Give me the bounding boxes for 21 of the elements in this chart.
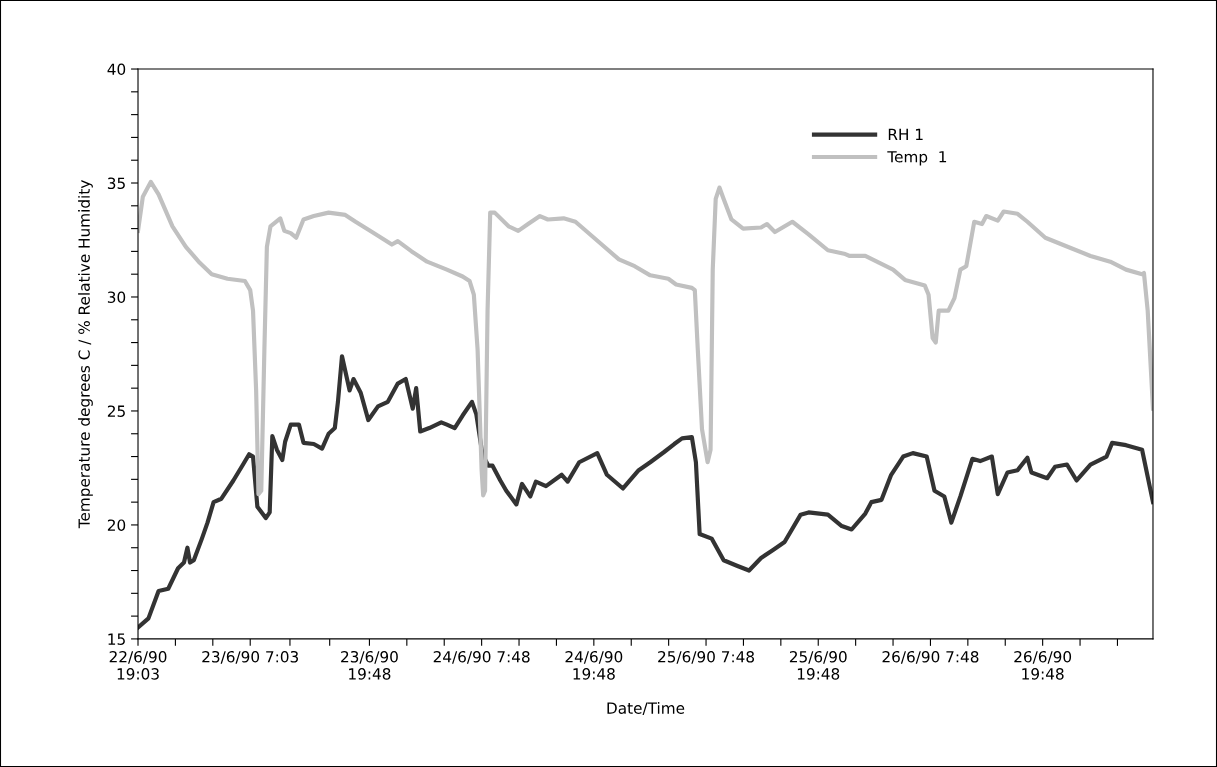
x-tick-label: 23/6/90 19:48 [341, 650, 398, 680]
x-tick-label: 25/6/90 19:48 [789, 650, 847, 680]
y-tick-label: 20 [107, 519, 126, 531]
y-tick-label: 40 [107, 63, 126, 76]
y-tick-label: 30 [107, 291, 126, 303]
line-series [138, 179, 1153, 498]
x-tick-label: 24/6/90 7:48 [433, 650, 530, 664]
y-tick-label: 35 [107, 177, 125, 190]
x-tick-label: 26/6/90 7:48 [882, 650, 979, 664]
y-tick-label: 25 [107, 405, 125, 417]
x-tick-label: 22/6/90 19:03 [109, 650, 167, 680]
legend-label: RH 1 [888, 128, 923, 140]
x-tick-label: 25/6/90 7:48 [658, 650, 755, 664]
x-tick-label: 23/6/90 7:03 [202, 650, 299, 664]
y-tick-label: 15 [108, 633, 125, 645]
x-axis-title: Date/Time [607, 702, 685, 716]
legend-label: Temp 1 [887, 151, 947, 166]
x-tick-label: 24/6/90 19:48 [565, 650, 623, 680]
y-axis-title: Temperature degrees C / % Relative Humidity [78, 180, 93, 529]
line-series [138, 354, 1153, 630]
x-tick-label: 26/6/90 19:48 [1014, 650, 1072, 680]
